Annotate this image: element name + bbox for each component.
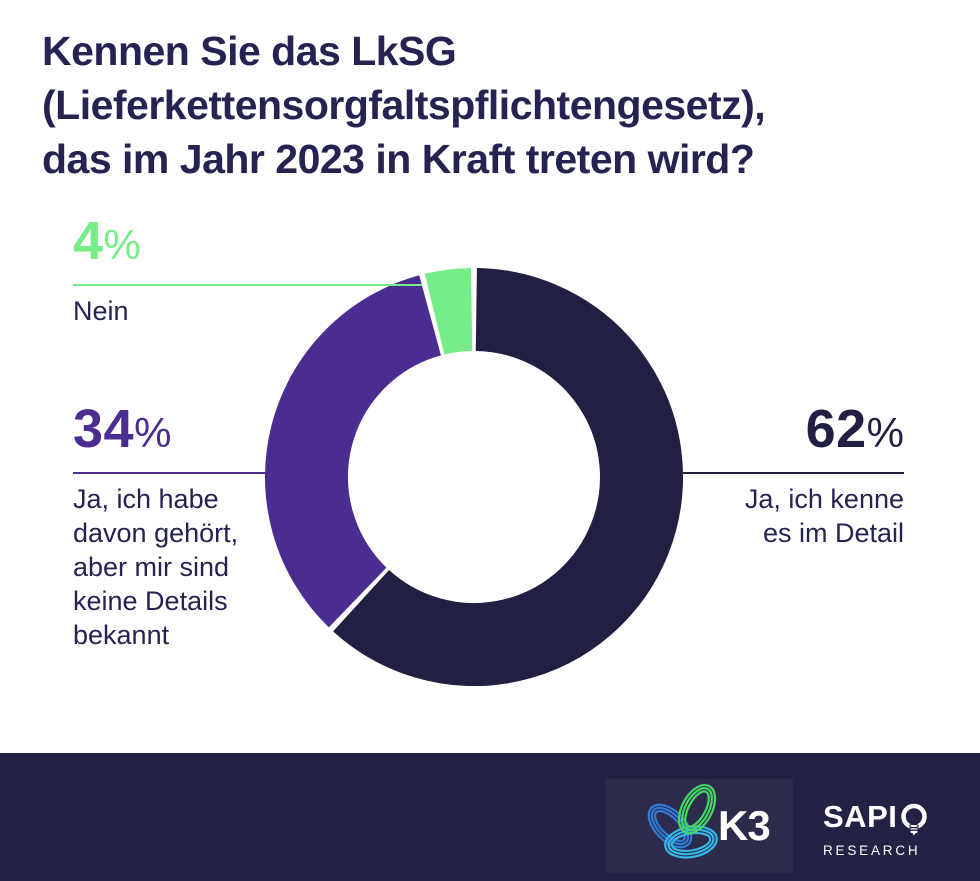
callout-heard-value: 34 [73,399,135,459]
callout-detail-value: 62 [805,399,867,459]
callout-nein-label: Nein [73,296,129,326]
footer-bar: K3 SAPI RESEARCH [0,753,980,881]
callout-nein-value: 4 [73,211,104,271]
donut-chart [265,268,683,686]
callout-heard: 34% Ja, ich habe davon gehört, aber mir … [73,402,267,652]
donut-segment-2 [424,268,474,355]
callout-detail-percent: 62% [683,402,904,470]
callout-detail-percent-sign: % [866,409,904,456]
callout-detail: 62% Ja, ich kenne es im Detail [683,402,904,550]
sapio-logo-text: SAPI [823,799,898,834]
callout-nein-percent: 4% [73,214,422,282]
k3-logo-text: K3 [718,802,771,849]
callout-heard-leader-line [73,472,267,474]
callout-detail-label: Ja, ich kenne es im Detail [744,484,904,548]
donut-segment-1 [265,275,442,628]
k3-knot-icon [647,783,718,859]
callout-nein: 4% Nein [73,214,422,328]
donut-segment-0 [333,268,683,686]
callout-nein-percent-sign: % [103,221,141,268]
callout-heard-percent: 34% [73,402,267,470]
sapio-logo-subtext: RESEARCH [823,843,921,858]
lightbulb-o-icon [901,803,928,836]
page-title: Kennen Sie das LkSG (Lieferkettensorgfal… [42,28,766,182]
callout-nein-leader-line [73,284,422,286]
callout-heard-label: Ja, ich habe davon gehört, aber mir sind… [73,484,239,650]
callout-heard-percent-sign: % [134,409,172,456]
sapio-logo: SAPI RESEARCH [823,799,929,858]
callout-detail-leader-line [683,472,904,474]
donut-chart-svg [265,268,683,686]
k3-ring-green [677,783,717,835]
